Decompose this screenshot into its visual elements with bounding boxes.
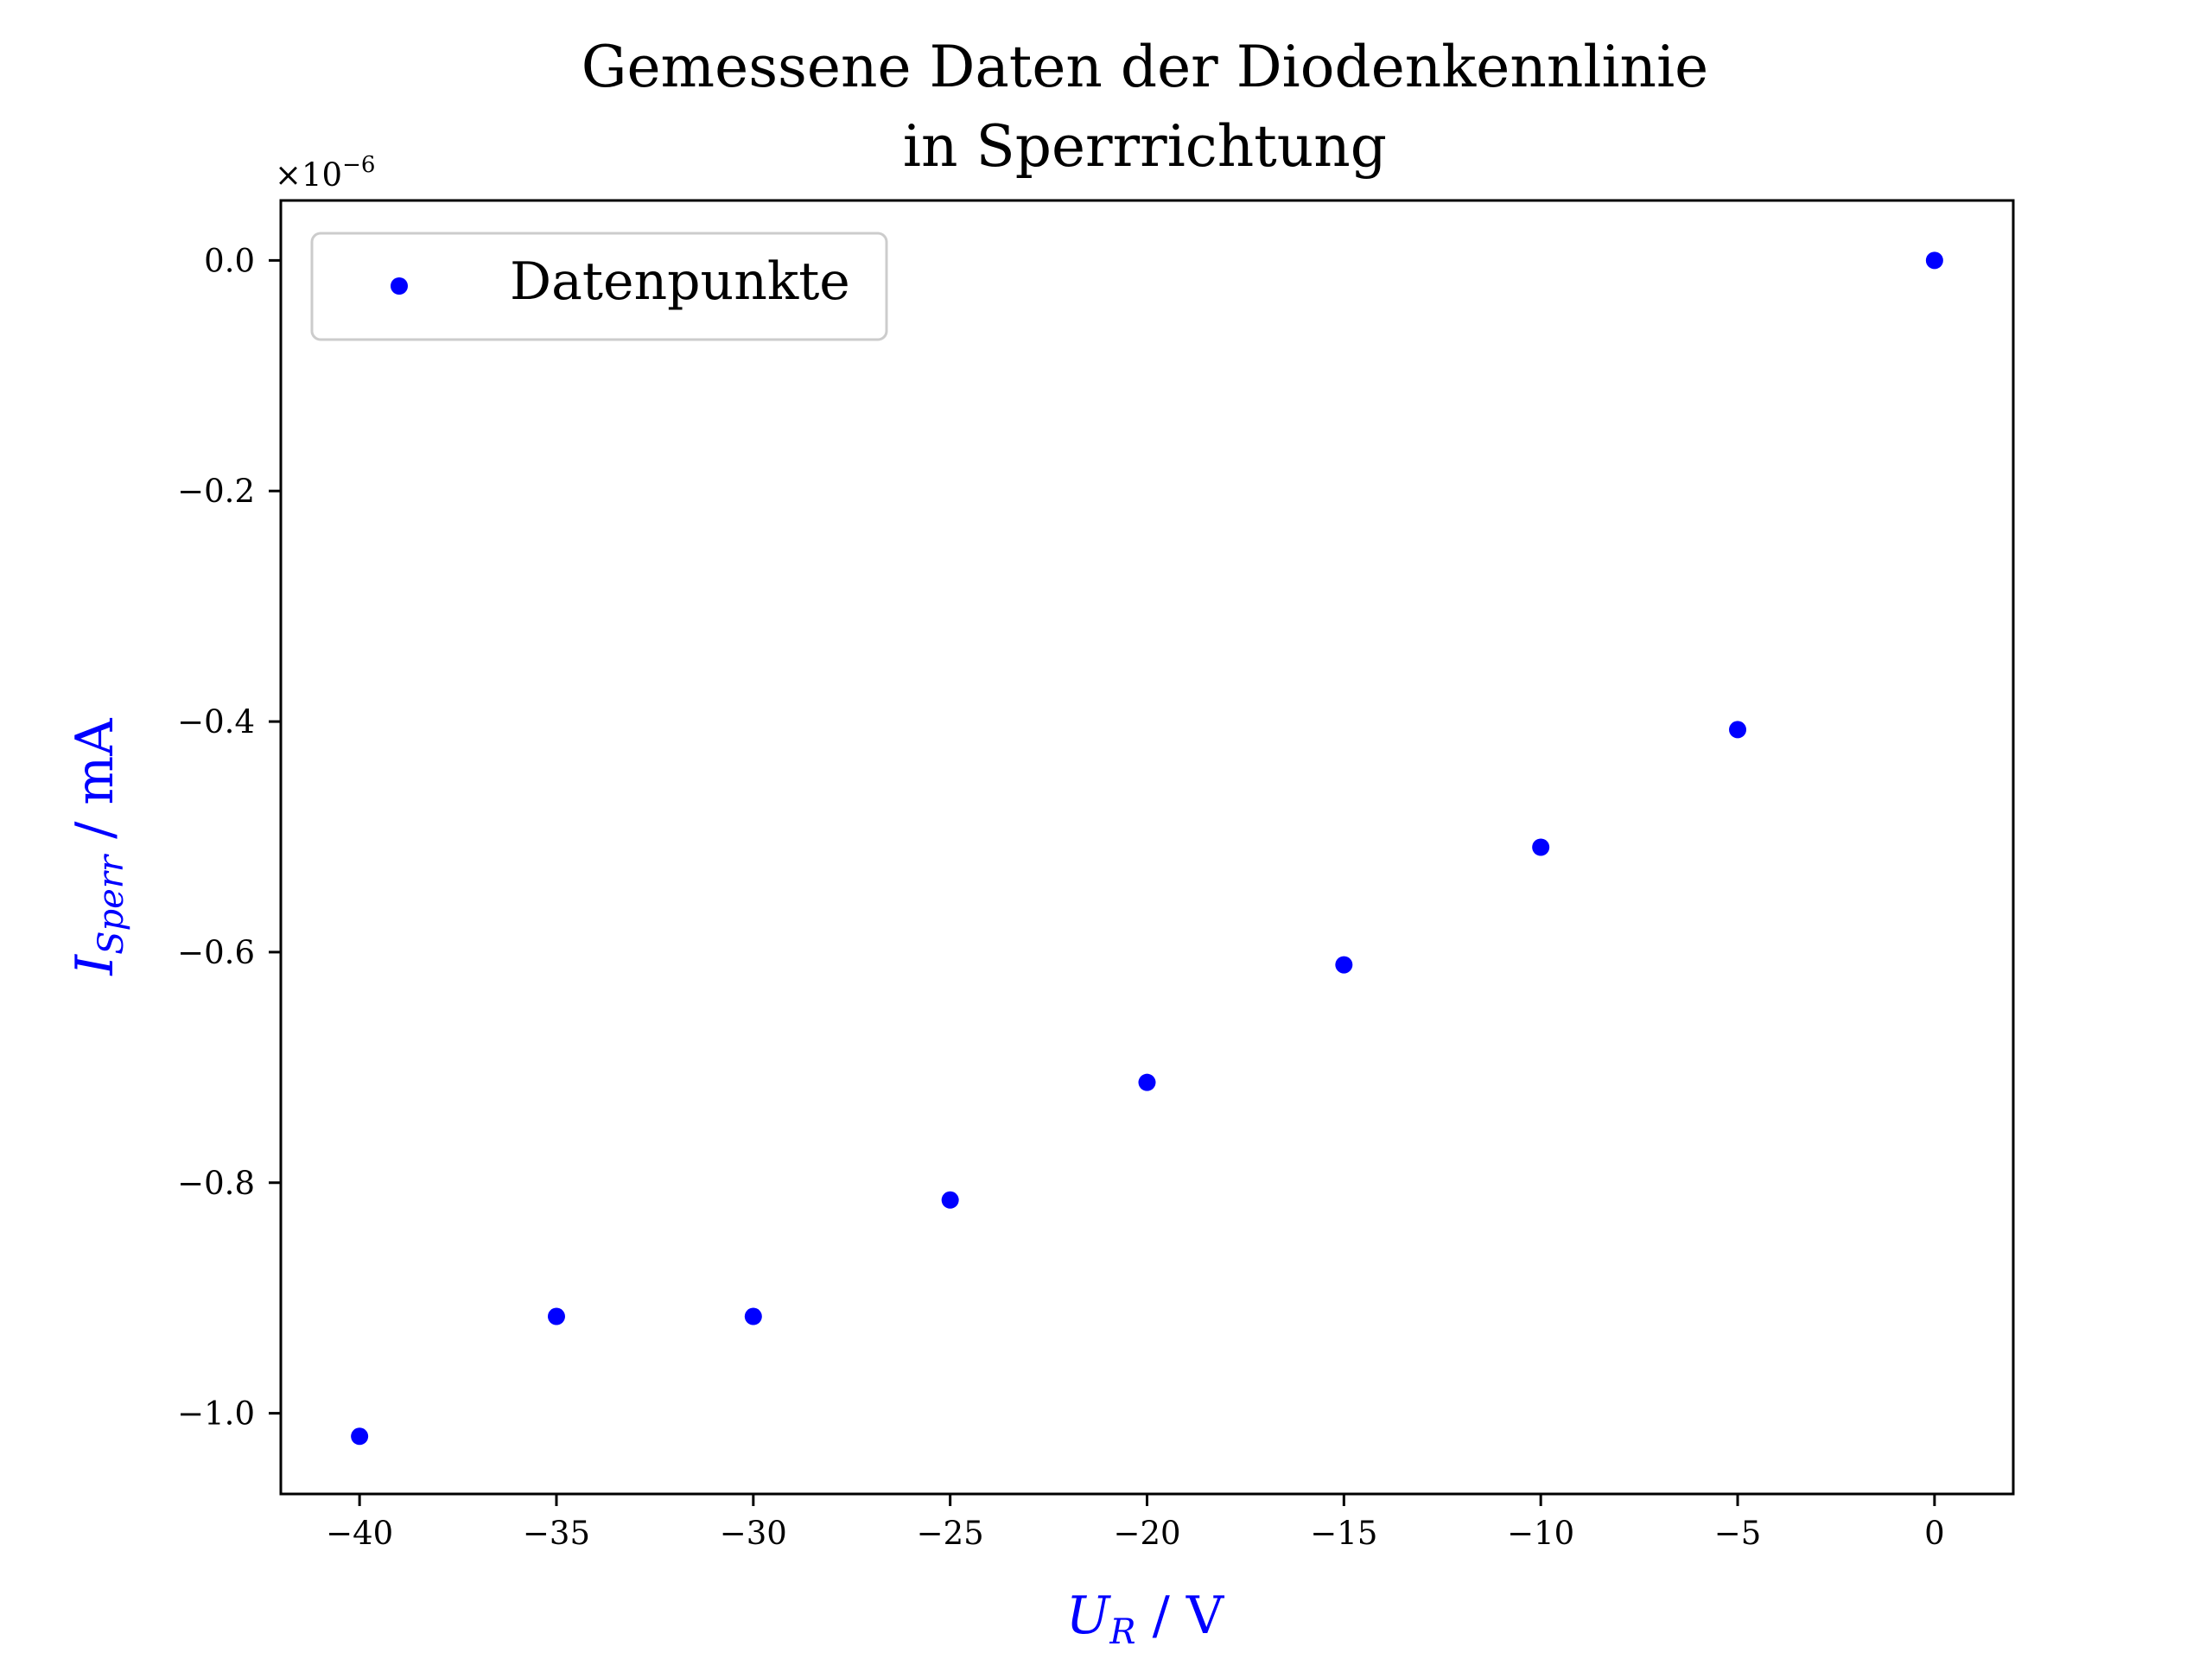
y-tick-label: −0.2 <box>177 473 255 510</box>
y-tick-label: 0.0 <box>204 242 255 279</box>
data-point <box>744 1307 762 1325</box>
legend-marker <box>391 277 408 295</box>
y-axis-offset-exponent: −6 <box>342 152 375 178</box>
y-tick-label: −0.4 <box>177 703 255 741</box>
data-point <box>1335 956 1353 974</box>
y-axis-label-subscript: Sperr <box>92 853 131 955</box>
y-tick-label: −1.0 <box>177 1395 255 1433</box>
data-point <box>1138 1073 1156 1091</box>
x-tick-label: −25 <box>917 1515 984 1552</box>
x-tick-label: 0 <box>1924 1515 1945 1552</box>
y-axis-offset-base: ×10 <box>275 156 342 194</box>
data-point <box>351 1427 369 1446</box>
y-axis-ticks: 0.0 −0.2 −0.4 −0.6 −0.8 −1.0 <box>177 242 281 1433</box>
x-axis-label: UR / V <box>1066 1586 1225 1652</box>
data-point <box>1729 721 1747 739</box>
x-tick-label: −5 <box>1714 1515 1762 1552</box>
x-axis-ticks: −40 −35 −30 −25 −20 −15 −10 −5 0 <box>326 1494 1945 1552</box>
chart-title-line-2: in Sperrrichtung <box>903 113 1387 180</box>
x-axis-label-subscript: R <box>1109 1612 1135 1652</box>
x-tick-label: −20 <box>1113 1515 1180 1552</box>
legend-label: Datenpunkte <box>510 251 850 312</box>
data-point <box>1925 251 1943 270</box>
x-tick-label: −15 <box>1310 1515 1377 1552</box>
x-tick-label: −35 <box>523 1515 590 1552</box>
x-tick-label: −10 <box>1507 1515 1574 1552</box>
x-tick-label: −30 <box>720 1515 787 1552</box>
chart-title-line-1: Gemessene Daten der Diodenkennlinie <box>582 34 1708 100</box>
legend-box <box>310 232 888 341</box>
data-point <box>547 1307 565 1325</box>
y-axis-offset: ×10−6 <box>275 152 375 194</box>
data-point <box>941 1191 959 1209</box>
x-axis-label-unit: / V <box>1136 1586 1225 1646</box>
y-tick-label: −0.6 <box>177 934 255 971</box>
x-axis-label-symbol: U <box>1066 1586 1112 1646</box>
legend: Datenpunkte <box>310 232 888 341</box>
y-tick-label: −0.8 <box>177 1165 255 1202</box>
x-tick-label: −40 <box>326 1515 393 1552</box>
y-axis-label: ISperr / mA <box>65 718 131 976</box>
y-axis-label-unit: / mA <box>65 718 125 855</box>
data-points <box>351 251 1943 1446</box>
data-point <box>1532 838 1550 856</box>
y-axis-label-symbol: I <box>65 954 125 976</box>
